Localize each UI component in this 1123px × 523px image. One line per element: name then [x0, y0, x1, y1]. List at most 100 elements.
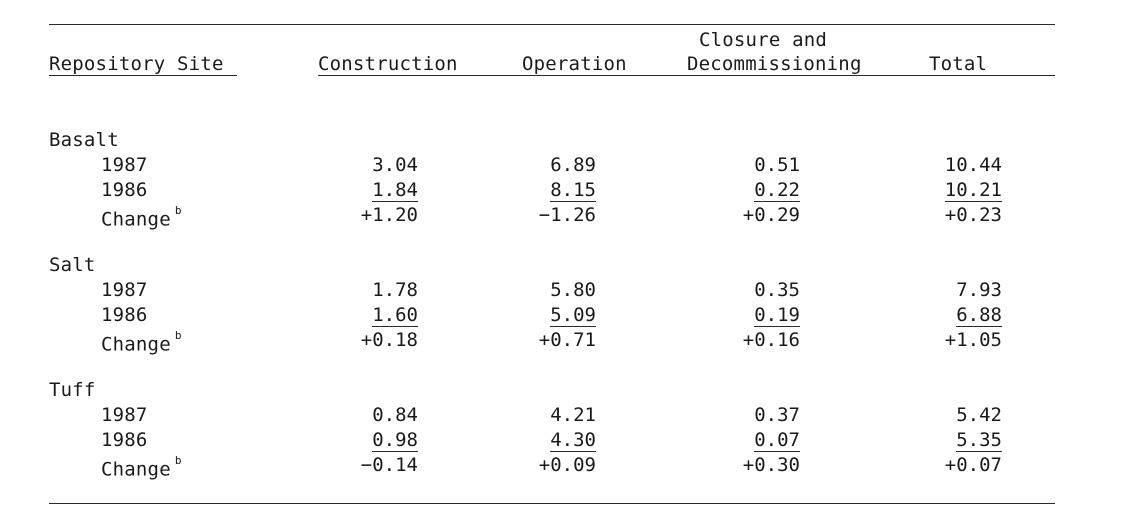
- table-cell: 1.78: [298, 278, 418, 302]
- table-top-rule: [49, 24, 1055, 25]
- cell-value: 0.51: [754, 154, 800, 176]
- table-cell: 5.35: [882, 428, 1002, 452]
- cell-value: 5.35: [956, 429, 1002, 452]
- cell-value: 3.04: [372, 154, 418, 176]
- header-closure-line2: Decommissioning: [687, 53, 862, 75]
- header-total: Total: [929, 53, 988, 75]
- table-cell: +1.05: [882, 328, 1002, 352]
- group-name: Basalt: [49, 129, 119, 151]
- table-cell: 0.51: [680, 153, 800, 177]
- cell-value: 6.89: [550, 154, 596, 176]
- table-bottom-rule: [49, 503, 1055, 504]
- cell-value: 7.93: [956, 279, 1002, 301]
- cell-value: 0.19: [754, 304, 800, 327]
- cell-value: +0.09: [538, 454, 596, 476]
- table-cell: +0.71: [476, 328, 596, 352]
- row-label: Change b: [101, 203, 182, 231]
- table-cell: 1.60: [298, 303, 418, 327]
- cell-value: −1.26: [538, 204, 596, 226]
- table-cell: 5.80: [476, 278, 596, 302]
- header-repository-site: Repository Site: [49, 53, 224, 75]
- row-label: 1986: [101, 178, 148, 202]
- cell-value: +0.07: [944, 454, 1002, 476]
- table-cell: 6.88: [882, 303, 1002, 327]
- row-label-text: Change: [101, 208, 171, 231]
- cell-value: 8.15: [550, 179, 596, 202]
- cell-value: 1.60: [372, 304, 418, 327]
- cell-value: 10.21: [944, 179, 1002, 202]
- table-cell: 10.44: [882, 153, 1002, 177]
- table-cell: +0.29: [680, 203, 800, 227]
- table-cell: 0.22: [680, 178, 800, 202]
- cell-value: +0.71: [538, 329, 596, 351]
- row-label: 1986: [101, 428, 148, 452]
- table-cell: −1.26: [476, 203, 596, 227]
- row-label: 1987: [101, 153, 148, 177]
- row-label-text: 1986: [101, 429, 148, 451]
- table-cell: 0.84: [298, 403, 418, 427]
- header-construction: Construction: [318, 53, 458, 75]
- table-cell: 4.30: [476, 428, 596, 452]
- header-operation: Operation: [522, 53, 627, 75]
- row-label: 1987: [101, 278, 148, 302]
- cell-value: 0.35: [754, 279, 800, 301]
- row-label: 1986: [101, 303, 148, 327]
- cell-value: 0.22: [754, 179, 800, 202]
- cell-value: 1.84: [372, 179, 418, 202]
- table-cell: 5.09: [476, 303, 596, 327]
- header-closure-line1: Closure and: [699, 29, 828, 51]
- row-label-text: Change: [101, 333, 171, 356]
- row-label-text: 1987: [101, 404, 148, 426]
- table-cell: +0.09: [476, 453, 596, 477]
- row-label-text: 1987: [101, 279, 148, 301]
- table-cell: +0.23: [882, 203, 1002, 227]
- table-cell: 0.98: [298, 428, 418, 452]
- table-cell: 3.04: [298, 153, 418, 177]
- cell-value: +0.29: [742, 204, 800, 226]
- cell-value: 10.44: [944, 154, 1002, 176]
- row-label: Change b: [101, 328, 182, 356]
- row-label-text: 1986: [101, 179, 148, 201]
- cell-value: +0.23: [944, 204, 1002, 226]
- header-underline-columns: [318, 75, 1055, 76]
- cell-value: 4.21: [550, 404, 596, 426]
- table-cell: 0.19: [680, 303, 800, 327]
- cell-value: +0.16: [742, 329, 800, 351]
- cell-value: +0.18: [360, 329, 418, 351]
- table-cell: 0.37: [680, 403, 800, 427]
- cell-value: +0.30: [742, 454, 800, 476]
- table-cell: 10.21: [882, 178, 1002, 202]
- cell-value: −0.14: [360, 454, 418, 476]
- cell-value: 0.98: [372, 429, 418, 452]
- table-cell: 7.93: [882, 278, 1002, 302]
- cell-value: 4.30: [550, 429, 596, 452]
- table-cell: 5.42: [882, 403, 1002, 427]
- cell-value: 5.80: [550, 279, 596, 301]
- table-cell: 0.07: [680, 428, 800, 452]
- table-cell: +0.16: [680, 328, 800, 352]
- table-cell: 0.35: [680, 278, 800, 302]
- cell-value: 5.09: [550, 304, 596, 327]
- table-cell: 6.89: [476, 153, 596, 177]
- row-label: 1987: [101, 403, 148, 427]
- header-underline-site: [49, 75, 237, 76]
- footnote-marker: b: [174, 204, 182, 217]
- cell-value: +1.05: [944, 329, 1002, 351]
- table-cell: +0.30: [680, 453, 800, 477]
- cell-value: 1.78: [372, 279, 418, 301]
- table-cell: 1.84: [298, 178, 418, 202]
- cell-value: 0.84: [372, 404, 418, 426]
- row-label: Change b: [101, 453, 182, 481]
- table-cell: +0.07: [882, 453, 1002, 477]
- cell-value: 6.88: [956, 304, 1002, 327]
- row-label-text: Change: [101, 458, 171, 481]
- cell-value: 0.37: [754, 404, 800, 426]
- row-label-text: 1987: [101, 154, 148, 176]
- cell-value: +1.20: [360, 204, 418, 226]
- row-label-text: 1986: [101, 304, 148, 326]
- table-cell: +0.18: [298, 328, 418, 352]
- table-cell: 8.15: [476, 178, 596, 202]
- footnote-marker: b: [174, 329, 182, 342]
- footnote-marker: b: [174, 454, 182, 467]
- group-name: Tuff: [49, 379, 96, 401]
